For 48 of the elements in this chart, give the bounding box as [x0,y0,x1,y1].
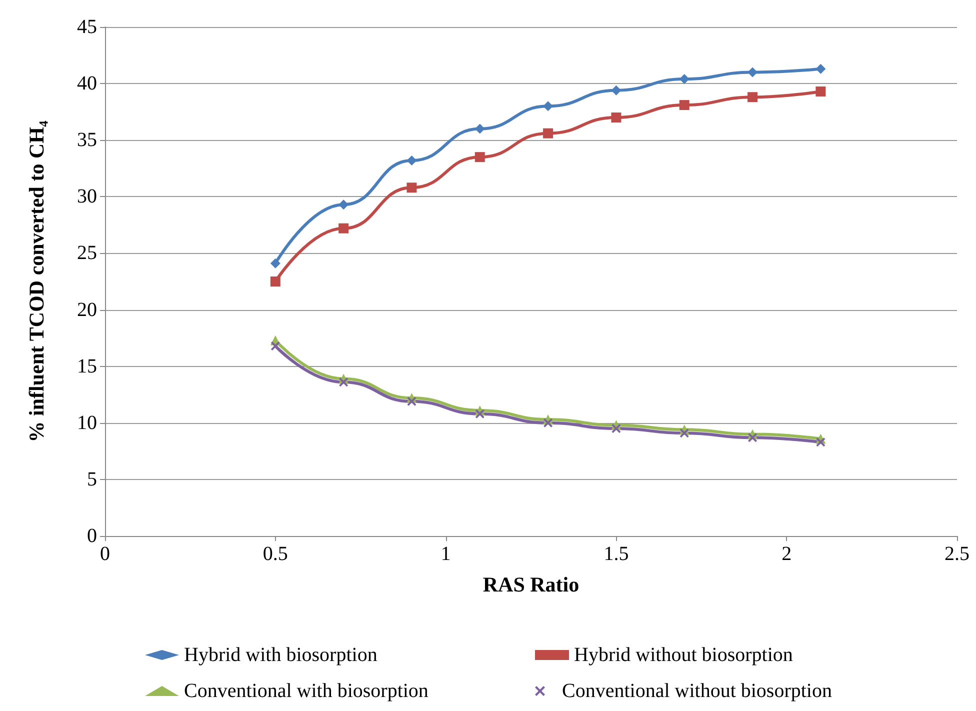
y-tick-label: 40 [77,72,97,95]
point [611,112,622,122]
point [270,276,280,286]
x-tick-label: 2 [782,543,792,565]
point [679,74,690,84]
point [338,223,349,234]
point [543,128,554,138]
legend-label: Conventional with biosorption [184,680,428,702]
y-tick-label: 30 [77,186,97,208]
point [270,258,280,268]
y-tick-label: 45 [77,16,97,38]
x-tick-label: 1.5 [604,543,629,565]
point [816,86,826,96]
point [543,101,554,112]
point [339,378,348,387]
point [612,424,621,434]
legend-label: Conventional without biosorption [562,680,832,702]
point [544,418,553,428]
point [679,100,690,110]
x-tick-label: 0.5 [262,543,288,565]
point [748,67,758,78]
point [611,85,622,96]
y-tick-label: 5 [87,468,97,490]
y-tick-label: 20 [77,298,97,321]
point [406,182,417,193]
point [474,124,485,134]
y-tick-label: 10 [77,412,97,434]
y-tick-label: 0 [87,525,97,547]
x-tick-label: 1 [440,543,451,565]
x-axis-title: RAS Ratio [482,572,580,596]
point [748,433,758,442]
point [816,64,826,74]
point [816,438,826,447]
point [406,155,417,166]
y-tick-label: 25 [77,242,97,264]
point [748,92,758,102]
legend-label: Hybrid without biosorption [574,644,793,666]
point [270,341,280,350]
point [338,200,349,210]
y-axis-title: % influent TCOD converted to CH₄ [24,120,48,442]
point [680,428,689,438]
x-tick-label: 2.5 [944,543,970,565]
point [475,409,484,418]
legend-label: Hybrid with biosorption [184,644,378,666]
y-tick-label: 35 [77,129,97,152]
point [407,396,416,406]
y-tick-label: 15 [77,355,97,378]
point [474,152,485,162]
